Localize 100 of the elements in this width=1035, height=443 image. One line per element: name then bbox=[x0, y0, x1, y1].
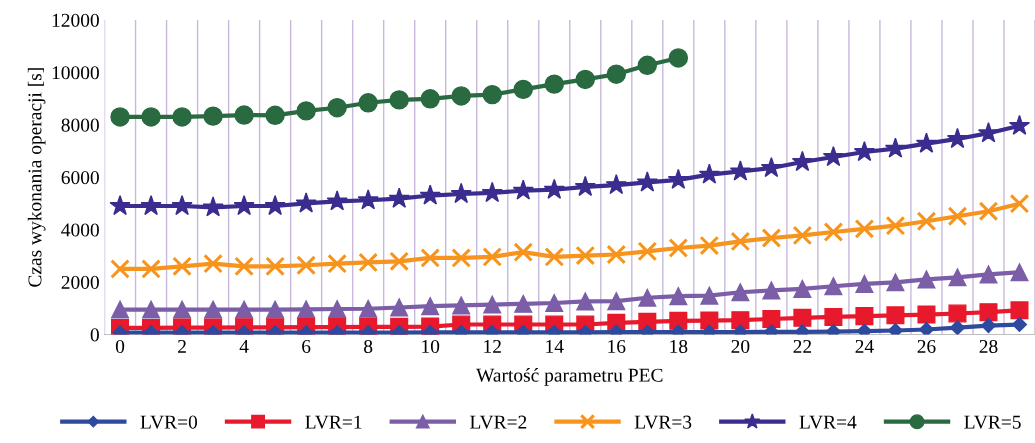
y-tick-label: 12000 bbox=[52, 13, 99, 27]
point bbox=[700, 286, 719, 305]
point bbox=[543, 178, 565, 199]
point bbox=[1010, 301, 1029, 320]
point bbox=[667, 168, 689, 189]
point bbox=[730, 231, 751, 252]
point bbox=[328, 300, 347, 319]
point bbox=[110, 107, 130, 127]
point bbox=[141, 107, 161, 127]
point bbox=[637, 241, 658, 262]
point bbox=[979, 303, 998, 322]
x-tick-label: 12 bbox=[484, 339, 501, 353]
point bbox=[949, 320, 966, 335]
point bbox=[1008, 114, 1031, 135]
point bbox=[917, 305, 936, 324]
x-tick-label: 24 bbox=[855, 339, 874, 353]
point bbox=[762, 281, 781, 300]
point bbox=[669, 287, 688, 306]
point bbox=[885, 215, 906, 236]
point bbox=[513, 242, 534, 263]
point bbox=[793, 308, 812, 327]
point bbox=[513, 79, 533, 100]
x-tick-label: 4 bbox=[239, 340, 249, 353]
point bbox=[451, 86, 471, 106]
point bbox=[854, 218, 875, 239]
point bbox=[389, 251, 410, 272]
point bbox=[791, 150, 813, 172]
point bbox=[884, 137, 907, 158]
legend-label: LVR=1 bbox=[305, 415, 362, 429]
point bbox=[173, 300, 192, 319]
point bbox=[918, 321, 935, 335]
point bbox=[980, 317, 997, 334]
x-tick-label: 14 bbox=[546, 339, 564, 353]
point bbox=[855, 274, 874, 293]
x-axis-title: Wartość parametru PEC bbox=[476, 368, 663, 386]
point bbox=[296, 255, 316, 276]
point bbox=[946, 127, 969, 149]
point bbox=[824, 307, 843, 326]
point bbox=[235, 300, 254, 319]
point bbox=[606, 64, 627, 84]
point bbox=[575, 69, 595, 90]
point bbox=[915, 132, 938, 153]
point bbox=[668, 238, 689, 258]
point bbox=[887, 322, 904, 335]
point bbox=[606, 244, 627, 265]
point bbox=[358, 93, 378, 113]
point bbox=[203, 253, 223, 274]
point bbox=[545, 293, 564, 313]
point bbox=[729, 160, 751, 181]
point bbox=[917, 270, 936, 289]
y-tick-label: 8000 bbox=[61, 118, 99, 132]
point bbox=[419, 184, 441, 205]
point bbox=[421, 297, 440, 316]
point bbox=[856, 323, 872, 335]
point bbox=[234, 105, 254, 125]
point bbox=[326, 190, 348, 211]
point bbox=[760, 156, 782, 178]
point bbox=[977, 122, 1000, 143]
point bbox=[141, 259, 161, 279]
x-tick-label: 8 bbox=[364, 339, 373, 354]
y-tick-label: 2000 bbox=[61, 275, 99, 289]
point bbox=[420, 248, 441, 268]
y-axis-title: Czas wykonania operacji [s] bbox=[27, 68, 46, 287]
point bbox=[140, 194, 162, 216]
point bbox=[452, 296, 471, 315]
point bbox=[947, 206, 968, 227]
point bbox=[172, 256, 192, 277]
point bbox=[761, 228, 782, 248]
legend-label: LVR=4 bbox=[799, 415, 857, 429]
point bbox=[512, 179, 534, 200]
point bbox=[886, 306, 905, 325]
point bbox=[731, 311, 750, 330]
point bbox=[637, 55, 658, 76]
point bbox=[109, 194, 131, 216]
x-tick-label: 26 bbox=[917, 339, 936, 354]
point bbox=[482, 84, 502, 105]
y-tick-label: 10000 bbox=[52, 66, 99, 80]
point bbox=[636, 171, 658, 192]
point bbox=[202, 196, 224, 217]
legend-label: LVR=3 bbox=[634, 415, 692, 429]
x-tick-label: 16 bbox=[608, 339, 626, 354]
point bbox=[823, 222, 844, 242]
point bbox=[266, 300, 285, 319]
x-tick-label: 18 bbox=[670, 339, 688, 354]
point bbox=[359, 299, 378, 318]
point bbox=[265, 105, 285, 126]
point bbox=[204, 300, 223, 319]
point bbox=[978, 201, 999, 222]
point bbox=[388, 187, 410, 208]
point bbox=[327, 98, 347, 118]
point bbox=[357, 189, 379, 210]
point bbox=[544, 247, 565, 267]
point bbox=[171, 194, 193, 216]
x-tick-label: 22 bbox=[793, 339, 812, 353]
point bbox=[574, 175, 596, 197]
point bbox=[731, 283, 750, 302]
x-tick-label: 10 bbox=[422, 339, 440, 354]
point bbox=[916, 211, 937, 232]
point bbox=[514, 294, 533, 313]
point bbox=[483, 295, 502, 314]
